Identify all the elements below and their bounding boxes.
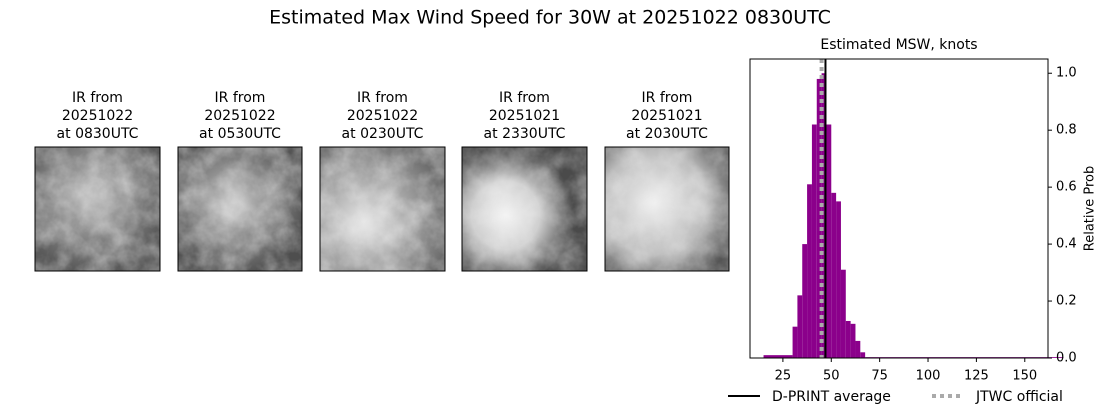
panel-label: IR from — [72, 90, 123, 106]
bar — [845, 320, 851, 358]
bar — [831, 192, 837, 358]
bar — [811, 124, 817, 358]
y-tick-label: 0.8 — [1056, 123, 1077, 138]
y-tick-label: 0.0 — [1056, 351, 1077, 366]
satellite-panel — [177, 146, 303, 272]
bar — [816, 78, 822, 358]
panel-label: at 0230UTC — [342, 126, 424, 142]
satellite-panel — [34, 146, 161, 272]
y-tick-label: 1.0 — [1056, 66, 1077, 81]
panel-label: 20251021 — [489, 108, 560, 124]
bar — [840, 269, 846, 358]
y-tick-label: 0.6 — [1056, 180, 1077, 195]
bar — [821, 73, 827, 358]
panel-label: 20251021 — [631, 108, 702, 124]
bar — [792, 326, 798, 358]
panel-label: 20251022 — [347, 108, 418, 124]
legend-label: JTWC official — [975, 389, 1063, 405]
bar — [850, 323, 856, 358]
panel-label: IR from — [642, 90, 693, 106]
panel-label: at 0530UTC — [199, 126, 281, 142]
panel-label: IR from — [499, 90, 550, 106]
bar — [836, 201, 841, 358]
y-tick-label: 0.2 — [1056, 294, 1077, 309]
panel-label: 20251022 — [204, 108, 275, 124]
panel-label: IR from — [357, 90, 408, 106]
bar — [797, 295, 803, 358]
panel-label: 20251022 — [62, 108, 133, 124]
legend-label: D-PRINT average — [772, 389, 891, 405]
bar — [763, 355, 793, 358]
figure-title: Estimated Max Wind Speed for 30W at 2025… — [269, 7, 831, 29]
y-axis-label: Relative Prob — [1083, 166, 1098, 251]
y-tick-label: 0.4 — [1056, 237, 1077, 252]
bar — [802, 244, 808, 358]
x-tick-label: 25 — [775, 369, 792, 384]
bar — [826, 124, 832, 358]
panel-label: IR from — [215, 90, 266, 106]
satellite-panel — [319, 146, 446, 272]
panel-label: at 2330UTC — [484, 126, 566, 142]
x-tick-label: 100 — [916, 369, 941, 384]
panel-label: at 2030UTC — [626, 126, 708, 142]
x-tick-label: 125 — [964, 369, 989, 384]
satellite-panel — [604, 146, 730, 272]
panel-label: at 0830UTC — [57, 126, 139, 142]
bar — [807, 184, 812, 358]
satellite-panel — [461, 146, 588, 272]
x-tick-label: 150 — [1012, 369, 1037, 384]
plot-frame — [749, 58, 1049, 359]
chart-title: Estimated MSW, knots — [820, 37, 977, 53]
x-tick-label: 50 — [823, 369, 840, 384]
bar — [860, 352, 866, 358]
x-tick-label: 75 — [871, 369, 888, 384]
bar — [855, 340, 861, 358]
